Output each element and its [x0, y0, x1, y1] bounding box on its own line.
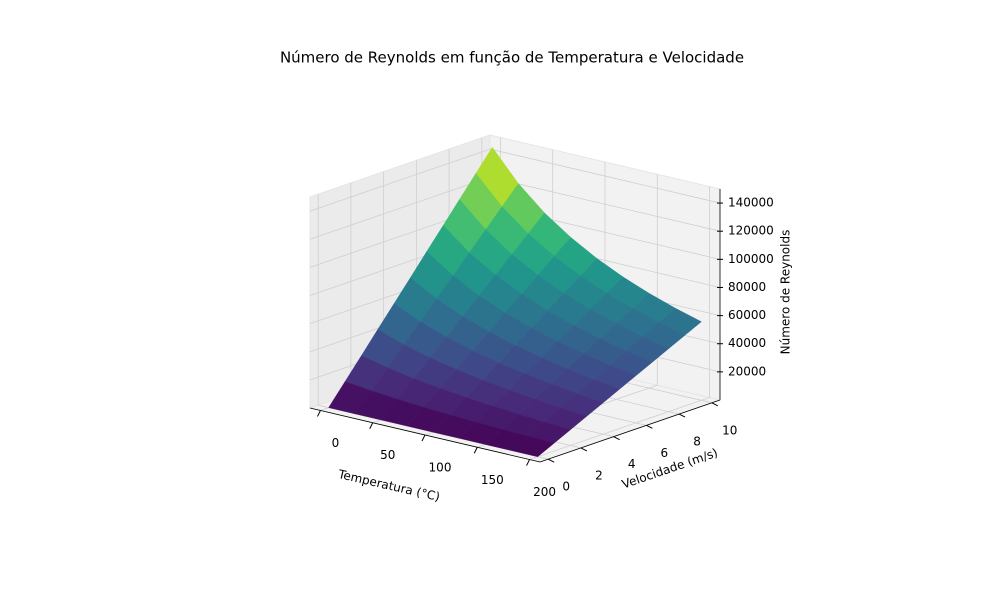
chart-title: Número de Reynolds em função de Temperat…	[280, 49, 744, 67]
z-tick-label: 20000	[728, 364, 766, 378]
y-tick-label: 6	[661, 446, 669, 460]
y-tick-label: 8	[693, 435, 701, 449]
x-tick	[526, 459, 530, 466]
y-tick-label: 4	[628, 457, 636, 471]
x-tick-label: 0	[332, 436, 340, 450]
y-tick	[613, 436, 620, 441]
x-tick-label: 50	[380, 448, 395, 462]
x-tick-label: 100	[429, 461, 452, 475]
grid-line	[309, 148, 491, 212]
z-tick-label: 100000	[728, 252, 774, 266]
x-tick	[421, 434, 426, 442]
z-axis-label: Número de Reynolds	[779, 230, 793, 355]
x-tick	[473, 447, 478, 454]
x-axis-label: Temperatura (°C)	[336, 467, 441, 504]
grid-line	[489, 176, 721, 232]
grid-line	[529, 397, 710, 460]
y-tick	[678, 413, 686, 418]
x-tick	[317, 410, 321, 417]
z-tick-label: 40000	[728, 336, 766, 350]
y-tick-label: 2	[595, 468, 603, 482]
z-tick-label: 140000	[728, 196, 774, 210]
grid-line	[489, 148, 721, 204]
x-tick-label: 200	[533, 485, 556, 499]
y-tick	[547, 458, 555, 463]
y-tick-label: 0	[562, 480, 570, 494]
z-tick-label: 60000	[728, 308, 766, 322]
y-tick	[646, 424, 653, 429]
y-tick-label: 10	[722, 423, 737, 437]
grid-line	[309, 176, 491, 240]
y-tick	[711, 402, 719, 407]
z-tick-label: 120000	[728, 224, 774, 238]
y-tick	[580, 447, 588, 452]
x-tick	[369, 422, 374, 429]
surface-patch	[511, 436, 555, 457]
x-tick-label: 150	[481, 473, 504, 487]
z-tick-label: 80000	[728, 280, 766, 294]
y-axis-line	[539, 399, 721, 463]
